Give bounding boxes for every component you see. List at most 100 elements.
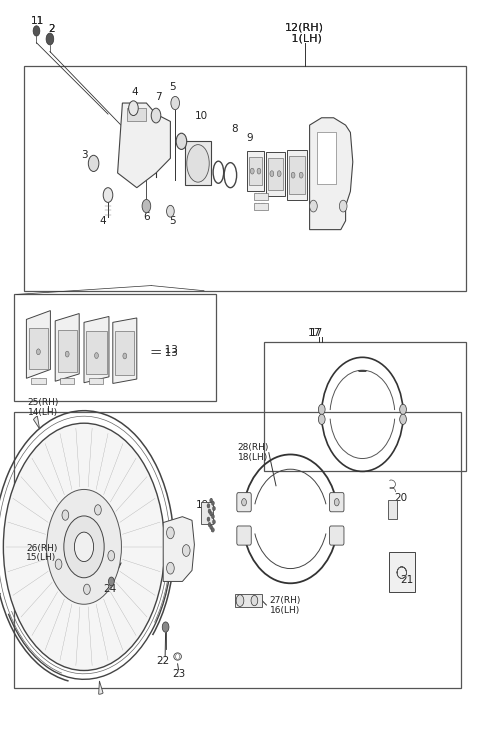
Text: 11: 11 <box>31 15 44 26</box>
Circle shape <box>3 423 165 670</box>
Bar <box>14 412 461 688</box>
Circle shape <box>162 622 169 632</box>
Bar <box>29 328 48 369</box>
Text: 4: 4 <box>131 87 138 97</box>
Circle shape <box>251 169 254 174</box>
Text: 4: 4 <box>100 216 107 226</box>
Text: 1(LH): 1(LH) <box>288 33 322 43</box>
Bar <box>127 108 146 121</box>
Ellipse shape <box>213 161 224 183</box>
Text: 2: 2 <box>48 24 55 34</box>
Text: 24: 24 <box>103 584 116 594</box>
Polygon shape <box>26 311 50 378</box>
Text: 23: 23 <box>172 669 185 679</box>
Text: 3: 3 <box>81 149 87 160</box>
Circle shape <box>210 498 213 503</box>
Polygon shape <box>118 103 170 188</box>
Circle shape <box>176 654 180 659</box>
Circle shape <box>47 489 121 604</box>
Circle shape <box>167 527 174 539</box>
Circle shape <box>291 172 295 178</box>
Circle shape <box>142 199 151 213</box>
Text: 9: 9 <box>246 133 253 144</box>
Circle shape <box>95 353 98 358</box>
Bar <box>254 193 268 200</box>
Circle shape <box>277 171 281 177</box>
Wedge shape <box>99 681 103 694</box>
Text: — 13: — 13 <box>151 348 178 358</box>
Bar <box>389 552 415 592</box>
Polygon shape <box>310 118 353 230</box>
Bar <box>289 156 305 194</box>
Circle shape <box>36 349 40 355</box>
Circle shape <box>213 520 216 524</box>
Circle shape <box>88 155 99 171</box>
Circle shape <box>241 498 246 506</box>
Polygon shape <box>113 318 137 383</box>
Ellipse shape <box>176 133 187 149</box>
Text: 17: 17 <box>310 328 324 338</box>
Ellipse shape <box>187 144 209 182</box>
Bar <box>31 378 46 384</box>
Circle shape <box>46 33 54 45</box>
Bar <box>14 294 216 401</box>
Text: 27(RH): 27(RH) <box>270 596 301 605</box>
Circle shape <box>65 351 69 357</box>
Bar <box>247 151 264 191</box>
Text: 18(LH): 18(LH) <box>238 453 268 461</box>
Circle shape <box>62 510 69 520</box>
Polygon shape <box>55 314 79 381</box>
Text: 26(RH): 26(RH) <box>26 544 58 553</box>
Ellipse shape <box>174 653 181 660</box>
Circle shape <box>251 595 258 606</box>
Circle shape <box>236 595 244 606</box>
Text: 15(LH): 15(LH) <box>26 553 57 562</box>
Text: 22: 22 <box>156 656 170 666</box>
Circle shape <box>108 577 114 586</box>
Text: 8: 8 <box>231 124 238 134</box>
Text: 12(RH): 12(RH) <box>285 23 324 33</box>
Ellipse shape <box>224 163 237 188</box>
Text: 19: 19 <box>196 500 209 510</box>
Bar <box>201 502 213 524</box>
Bar <box>24 66 466 291</box>
Polygon shape <box>84 316 109 383</box>
Circle shape <box>129 101 138 116</box>
FancyBboxPatch shape <box>237 492 251 512</box>
Circle shape <box>167 562 174 574</box>
FancyBboxPatch shape <box>237 526 251 545</box>
Text: 16(LH): 16(LH) <box>270 606 300 615</box>
Text: 5: 5 <box>169 216 176 226</box>
Bar <box>268 158 283 190</box>
Circle shape <box>257 169 261 174</box>
Polygon shape <box>163 517 194 581</box>
Bar <box>89 378 103 384</box>
Circle shape <box>210 525 213 529</box>
Text: 2: 2 <box>48 24 55 34</box>
Bar <box>115 331 134 375</box>
FancyBboxPatch shape <box>330 492 344 512</box>
Circle shape <box>95 505 101 515</box>
Circle shape <box>74 532 94 562</box>
FancyBboxPatch shape <box>330 526 344 545</box>
Bar <box>58 330 77 372</box>
Polygon shape <box>317 132 336 184</box>
Circle shape <box>207 517 210 521</box>
Text: 21: 21 <box>400 575 414 585</box>
Circle shape <box>318 414 325 425</box>
Circle shape <box>299 172 303 178</box>
Bar <box>388 500 397 519</box>
Text: 5: 5 <box>169 82 176 92</box>
Text: — 13: — 13 <box>151 345 178 355</box>
Text: 10: 10 <box>195 111 208 121</box>
Text: 7: 7 <box>155 92 162 102</box>
Circle shape <box>318 404 325 414</box>
Circle shape <box>212 501 215 506</box>
Bar <box>254 203 268 210</box>
Bar <box>266 152 285 196</box>
Bar <box>249 157 262 185</box>
Text: 6: 6 <box>143 212 150 222</box>
Circle shape <box>210 512 213 516</box>
Bar <box>235 594 262 607</box>
Circle shape <box>213 506 216 511</box>
